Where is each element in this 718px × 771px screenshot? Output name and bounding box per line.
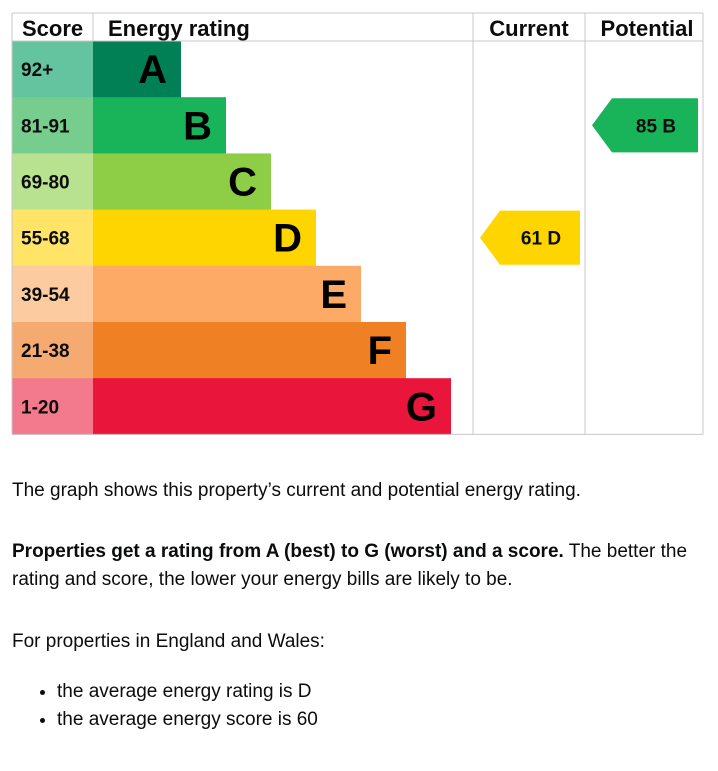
average-score-item: the average energy score is 60 [57,706,708,734]
potential-rating-label: 85 B [636,116,676,137]
rating-bar-e [93,265,361,323]
rating-explainer: Properties get a rating from A (best) to… [12,538,708,594]
score-cell-f [12,322,93,379]
rating-letter-f: F [368,329,392,373]
region-intro: For properties in England and Wales: [12,631,325,652]
current-header: Current [489,16,569,41]
rating-letter-c: C [228,161,257,205]
rating-bar-c [93,153,271,211]
current-rating-label: 61 D [521,229,561,250]
rating-letter-g: G [406,385,437,429]
score-range-b: 81-91 [21,116,70,137]
score-header: Score [22,16,83,41]
potential-header: Potential [601,16,694,41]
rating-bands: 92+ A 81-91 B 69-80 C 55-68 D 39-54 E 21-38 F 1-20 G [12,41,451,435]
score-range-a: 92+ [21,60,53,81]
energy-rating-header: Energy rating [108,16,250,41]
score-cell-g [12,378,93,435]
rating-letter-d: D [273,217,302,261]
rating-markers: 61 D 85 B [480,98,698,265]
score-range-e: 39-54 [21,285,70,306]
score-range-c: 69-80 [21,173,70,194]
chart-grid [11,12,704,435]
potential-rating-arrow [592,98,698,153]
current-rating-arrow [480,210,580,265]
epc-chart: Score Energy rating Current Potential 92… [11,12,704,435]
intro-text: The graph shows this property’s current … [12,480,581,501]
score-range-g: 1-20 [21,397,59,418]
chart-header: Score Energy rating Current Potential [22,16,693,41]
score-cell-b [12,97,93,154]
average-rating-item: the average energy rating is D [57,678,708,706]
rating-explainer-rest: The better the rating and score, the low… [12,541,688,590]
rating-letter-b: B [183,104,212,148]
score-cell-e [12,265,93,323]
rating-explainer-bold: Properties get a rating from A (best) to… [12,541,564,562]
score-range-d: 55-68 [21,229,70,250]
rating-letter-a: A [138,48,167,92]
rating-letter-e: E [320,273,347,317]
score-cell-d [12,209,93,267]
rating-bar-d [93,209,316,267]
score-cell-c [12,153,93,211]
rating-bar-f [93,322,406,379]
rating-bar-a [93,41,181,98]
rating-bar-b [93,97,226,154]
score-cell-a [12,41,93,98]
score-range-f: 21-38 [21,341,70,362]
rating-bar-g [93,378,451,435]
average-list: the average energy rating is D the avera… [12,678,708,734]
